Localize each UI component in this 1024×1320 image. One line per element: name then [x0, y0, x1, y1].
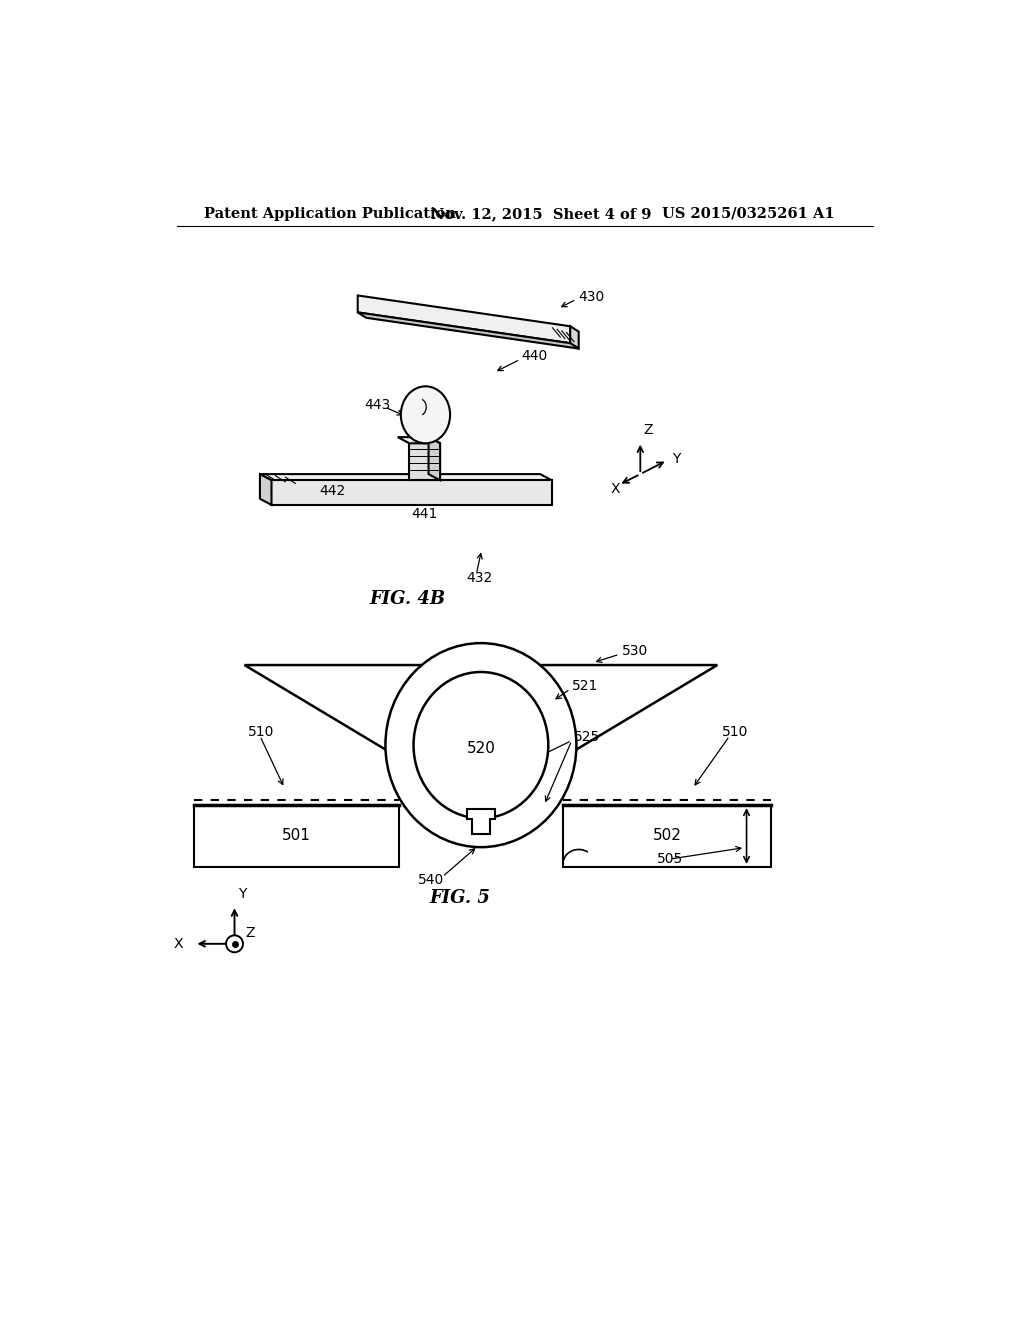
- Text: 443: 443: [364, 397, 390, 412]
- Text: 525: 525: [574, 730, 600, 744]
- Text: 521: 521: [571, 678, 598, 693]
- Ellipse shape: [414, 672, 548, 818]
- Text: Y: Y: [672, 453, 680, 466]
- Polygon shape: [357, 313, 579, 348]
- Polygon shape: [260, 474, 552, 480]
- Ellipse shape: [385, 643, 577, 847]
- Text: 442: 442: [319, 484, 345, 498]
- Polygon shape: [410, 444, 440, 480]
- Text: US 2015/0325261 A1: US 2015/0325261 A1: [662, 207, 835, 220]
- Polygon shape: [245, 665, 717, 807]
- Text: 432: 432: [466, 572, 493, 585]
- Polygon shape: [570, 326, 579, 348]
- Text: X: X: [173, 937, 183, 950]
- Ellipse shape: [400, 387, 451, 444]
- Polygon shape: [260, 474, 271, 506]
- Text: Y: Y: [238, 887, 246, 900]
- Text: FIG. 4B: FIG. 4B: [370, 590, 445, 607]
- Polygon shape: [194, 805, 398, 867]
- Polygon shape: [563, 805, 771, 867]
- Text: Z: Z: [246, 927, 255, 940]
- Polygon shape: [429, 437, 440, 480]
- Text: Patent Application Publication: Patent Application Publication: [204, 207, 456, 220]
- Text: 520: 520: [467, 742, 496, 756]
- Text: 430: 430: [579, 290, 605, 304]
- Text: 540: 540: [418, 873, 444, 887]
- Text: 530: 530: [622, 644, 648, 659]
- Polygon shape: [397, 437, 440, 444]
- Text: 502: 502: [653, 829, 682, 843]
- Text: 505: 505: [657, 853, 683, 866]
- Polygon shape: [357, 296, 570, 343]
- Text: 510: 510: [722, 725, 749, 739]
- Text: 510: 510: [248, 725, 274, 739]
- Text: FIG. 5: FIG. 5: [429, 888, 490, 907]
- Circle shape: [226, 936, 243, 952]
- Text: 501: 501: [282, 829, 310, 843]
- Polygon shape: [271, 480, 552, 506]
- Text: X: X: [610, 482, 620, 496]
- Text: Nov. 12, 2015  Sheet 4 of 9: Nov. 12, 2015 Sheet 4 of 9: [431, 207, 651, 220]
- Text: Z: Z: [643, 424, 653, 437]
- Text: 440: 440: [521, 350, 548, 363]
- Text: 441: 441: [412, 507, 438, 521]
- Polygon shape: [467, 809, 495, 834]
